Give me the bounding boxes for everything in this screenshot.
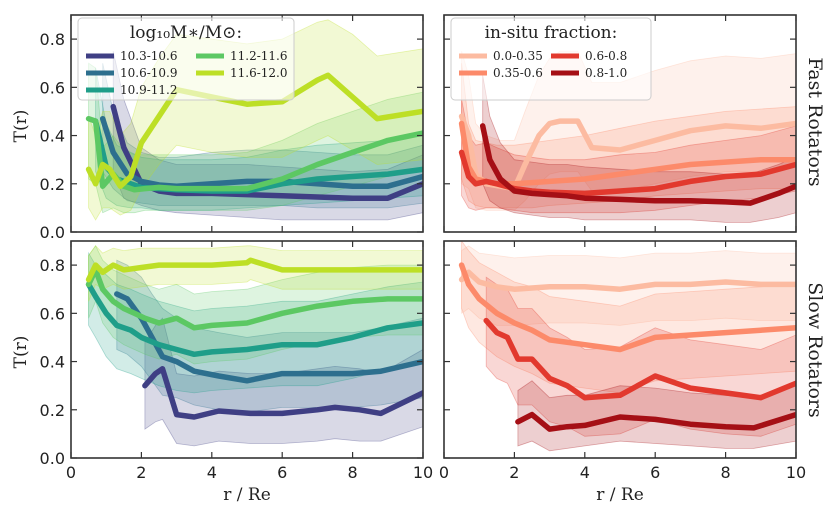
y-tick-label: 0.2	[40, 401, 65, 420]
legend-box	[77, 17, 295, 101]
legend-entry-label: 11.6-12.0	[230, 66, 288, 80]
axes-frame	[70, 14, 424, 233]
legend-entry-label: 11.2-11.6	[230, 49, 288, 63]
band-0.6-0.8	[485, 276, 796, 437]
panel-fast-insitu: in-situ fraction: 0.0-0.35 0.35-0.6 0.6-0.8…	[443, 14, 797, 233]
panel-slow-insitu: 0 2 4 6 8 10	[439, 240, 806, 482]
series-line-11.6-12.0	[85, 257, 423, 283]
series-line-10.3-10.6	[142, 366, 423, 420]
series-line-0.35-0.6	[458, 262, 796, 353]
series-line-10.6-10.9	[99, 115, 423, 189]
x-tick-label: 2	[509, 463, 519, 482]
y-tick-label: 0.4	[40, 127, 65, 146]
band-11.6-12.0	[88, 245, 423, 302]
axes-frame	[443, 240, 797, 459]
legend-entry-label: 10.3-10.6	[120, 49, 178, 63]
y-tick-label: 0.8	[40, 256, 65, 275]
x-tick-label: 10	[786, 463, 806, 482]
axes-frame	[70, 240, 424, 459]
x-tick-label: 8	[721, 463, 731, 482]
x-tick-label: 0	[439, 463, 449, 482]
x-tick-label: 4	[580, 463, 590, 482]
panel-slow-mass: 0 2 4 6 8 10 0.0 0.2 0.4 0.6 0.8	[40, 240, 433, 482]
series-line-11.2-11.6	[85, 115, 423, 193]
y-tick-label: 0.4	[40, 353, 65, 372]
panel-fast-mass: 0.0 0.2 0.4 0.6 0.8 log₁₀M∗/M⊙: 10.3-10.6 10.6-…	[40, 14, 424, 242]
legend: log₁₀M∗/M⊙: 10.3-10.6 10.6-10.9 10.9-11.2 11…	[77, 17, 295, 101]
y-tick-label: 0.8	[40, 30, 65, 49]
series-line-0.8-1.0	[479, 123, 796, 206]
row-label-fast: Fast Rotators	[804, 57, 826, 186]
band-0.35-0.6	[461, 63, 796, 209]
x-axis-label-left: r / Re	[223, 485, 271, 505]
legend-title: in-situ fraction:	[485, 23, 618, 43]
legend-entry-label: 10.9-11.2	[120, 83, 178, 97]
series-line-10.6-10.9	[114, 291, 423, 384]
x-tick-label: 4	[207, 463, 217, 482]
band-0.8-1.0	[482, 75, 796, 223]
series-line-11.2-11.6	[85, 267, 423, 331]
legend-entry-label: 0.0-0.35	[493, 49, 543, 63]
y-tick-label: 0.2	[40, 175, 65, 194]
plot-area	[85, 245, 423, 447]
y-tick-label: 0.0	[40, 223, 65, 242]
series-line-0.6-0.8	[483, 317, 796, 401]
band-0.35-0.6	[461, 241, 796, 394]
legend-entry-label: 0.6-0.8	[585, 49, 627, 63]
legend-entry-label: 0.8-1.0	[585, 66, 627, 80]
plot-area	[458, 50, 796, 223]
band-11.2-11.6	[88, 245, 423, 365]
series-line-0.35-0.6	[458, 120, 796, 187]
plot-area	[458, 241, 796, 452]
series-line-0.0-0.35	[458, 269, 796, 292]
y-axis-label-bottom: T(r)	[11, 336, 31, 369]
legend-title: log₁₀M∗/M⊙:	[130, 23, 242, 43]
x-tick-label: 8	[348, 463, 358, 482]
row-label-slow: Slow Rotators	[804, 282, 826, 417]
series-line-10.9-11.2	[85, 281, 423, 358]
y-tick-label: 0.6	[40, 304, 65, 323]
x-tick-label: 6	[277, 463, 287, 482]
legend-box	[450, 17, 652, 101]
y-tick-label: 0.6	[40, 78, 65, 97]
legend-entry-label: 0.35-0.6	[493, 66, 543, 80]
y-axis-label-top: T(r)	[11, 110, 31, 143]
x-tick-label: 2	[136, 463, 146, 482]
band-10.6-10.9	[102, 63, 423, 209]
y-tick-label: 0.0	[40, 449, 65, 468]
series-line-0.8-1.0	[515, 411, 796, 432]
x-axis-label-right: r / Re	[596, 485, 644, 505]
axes-frame	[443, 14, 797, 233]
x-tick-label: 6	[650, 463, 660, 482]
x-tick-label: 10	[413, 463, 433, 482]
x-tick-label: 0	[66, 463, 76, 482]
legend: in-situ fraction: 0.0-0.35 0.35-0.6 0.6-0.8…	[450, 17, 652, 101]
legend-entry-label: 10.6-10.9	[120, 66, 178, 80]
